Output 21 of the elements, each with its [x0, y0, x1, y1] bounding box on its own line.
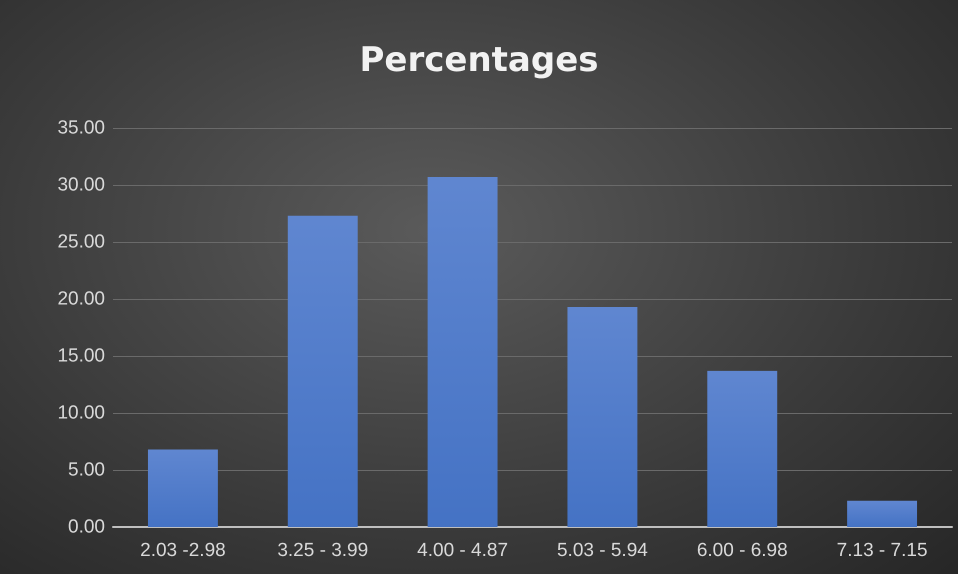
y-tick-label: 0.00 [68, 516, 105, 538]
y-tick-label: 30.00 [57, 174, 105, 196]
y-tick-label: 25.00 [57, 232, 105, 252]
bar [847, 500, 918, 527]
bar [567, 306, 638, 527]
y-tick-label: 35.00 [57, 118, 105, 138]
x-tick-label: 3.25 - 3.99 [277, 540, 368, 561]
x-tick-label: 4.00 - 4.87 [417, 540, 508, 561]
bar [428, 177, 498, 527]
x-tick-label: 6.00 - 6.98 [696, 540, 788, 561]
chart-title: Percentages [360, 40, 598, 80]
bar [707, 370, 778, 527]
y-tick-label: 10.00 [57, 402, 105, 424]
x-tick-label: 5.03 - 5.94 [556, 540, 648, 561]
y-tick-label: 15.00 [57, 346, 105, 366]
y-tick-label: 20.00 [57, 288, 105, 310]
y-tick-label: 5.00 [68, 460, 105, 480]
bar [148, 449, 218, 527]
bar [288, 216, 358, 527]
x-tick-label: 7.13 - 7.15 [836, 540, 928, 561]
x-tick-label: 2.03 -2.98 [140, 540, 226, 561]
